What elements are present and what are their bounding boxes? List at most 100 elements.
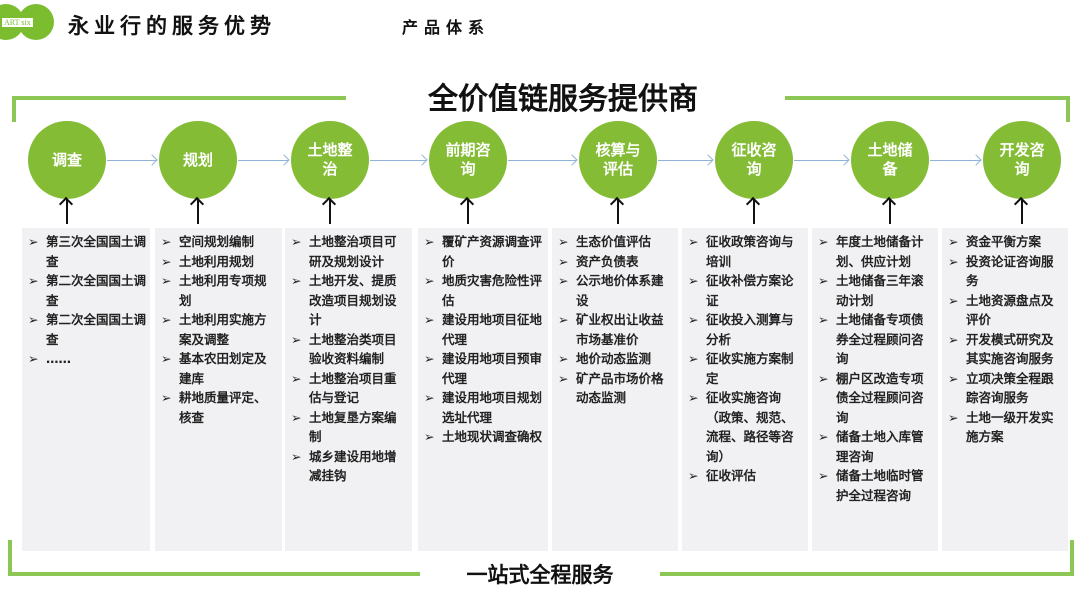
list-item: ➢ 土地资源盘点及评价 [948,291,1064,330]
list-item-text: 开发模式研究及其实施咨询服务 [966,331,1054,367]
bracket-top-right [785,96,1070,100]
flow-arrow-icon [508,160,576,161]
bullet-arrow-icon: ➢ [28,312,39,327]
list-item-text: 土地储备专项债券全过程顾问咨询 [836,312,924,366]
list-item-text: 地价动态监测 [576,351,652,366]
list-item: ➢ 土地储备专项债券全过程顾问咨询 [818,310,934,369]
list-item: ➢ 建设用地项目征地代理 [424,310,544,349]
bullet-arrow-icon: ➢ [28,234,39,249]
bullet-arrow-icon: ➢ [688,468,699,483]
bullet-arrow-icon: ➢ [558,312,569,327]
stage-circle[interactable]: 规划 [159,121,237,199]
list-item: ➢ 空间规划编制 [161,232,278,252]
bullet-arrow-icon: ➢ [424,312,435,327]
stage-circle[interactable]: 核算与评估 [579,121,657,199]
bullet-arrow-icon: ➢ [948,370,959,386]
stage-detail-box: ➢ 年度土地储备计划、供应计划 ➢ 土地储备三年滚动计划 ➢ 土地储备专项债券全过程顾问咨… [812,228,938,551]
stage-circle[interactable]: 前期咨询 [429,121,507,199]
bullet-arrow-icon: ➢ [688,390,699,405]
list-item: ➢ 地质灾害危险性评估 [424,271,544,310]
bullet-arrow-icon: ➢ [424,351,435,366]
list-item-text: 土地复垦方案编制 [309,409,397,445]
list-item: ➢ 耕地质量评定、核查 [161,388,278,427]
list-item-text: 土地整治类项目验收资料编制 [309,331,397,367]
stage-detail-box: ➢ 生态价值评估 ➢ 资产负债表 ➢ 公示地价体系建设 ➢ 矿业权出让收益市场基准价 ➢ 地价动态… [552,228,678,551]
stage-detail-box: ➢ 第三次全国国土调查 ➢ 第二次全国国土调查 ➢ 第二次全国国土调查 ➢ …… [22,228,150,551]
list-item-text: 公示地价体系建设 [576,273,664,308]
bullet-arrow-icon: ➢ [161,390,172,405]
list-item-text: 年度土地储备计划、供应计划 [836,234,924,269]
bracket-bottom-left-v [8,540,12,576]
list-item: ➢ 土地一级开发实施方案 [948,408,1064,447]
list-item-text: 征收投入测算与分析 [706,312,794,347]
list-item: ➢ 土地储备三年滚动计划 [818,271,934,310]
up-arrow-icon [467,200,469,224]
stage-circle[interactable]: 开发咨询 [983,121,1061,199]
list-item: ➢ 土地利用专项规划 [161,271,278,310]
bullet-arrow-icon: ➢ [291,448,302,464]
list-item-text: 土地现状调查确权 [442,429,543,444]
bullet-arrow-icon: ➢ [948,331,959,347]
list-item-text: 耕地质量评定、核查 [179,390,267,425]
list-item: ➢ 年度土地储备计划、供应计划 [818,232,934,271]
bullet-arrow-icon: ➢ [161,234,172,249]
list-item-text: 储备土地临时管护全过程咨询 [836,468,924,503]
list-item-text: 建设用地项目征地代理 [442,312,543,347]
list-item-text: 覆矿产资源调查评价 [442,234,543,269]
stage-label: 前期咨询 [445,141,491,178]
list-item: ➢ 土地复垦方案编制 [291,408,408,447]
up-arrow-icon [66,200,68,224]
logo: ART six [0,4,54,44]
list-item: ➢ 第三次全国国土调查 [28,232,146,271]
bracket-top-left-v [12,96,16,122]
stage-label: 规划 [182,150,213,169]
list-item-text: 土地整治项目可研及规划设计 [309,234,397,269]
list-item-text: 第二次全国国土调查 [46,312,147,347]
bullet-arrow-icon: ➢ [291,234,302,249]
list-item: ➢ 第二次全国国土调查 [28,271,146,310]
bullet-arrow-icon: ➢ [161,273,172,288]
up-arrow-icon [889,200,891,224]
list-item: ➢ 土地整治类项目验收资料编制 [291,330,408,369]
list-item-text: 矿产品市场价格动态监测 [576,370,664,406]
stage-circle[interactable]: 土地储备 [851,121,929,199]
list-item: ➢ 基本农田划定及建库 [161,349,278,388]
list-item-text: 第三次全国国土调查 [46,234,147,269]
bullet-arrow-icon: ➢ [424,390,435,405]
bullet-arrow-icon: ➢ [28,273,39,288]
list-item-text: 土地开发、提质改造项目规划设计 [309,273,397,327]
bullet-arrow-icon: ➢ [161,253,172,269]
bullet-arrow-icon: ➢ [291,273,302,288]
bullet-arrow-icon: ➢ [291,331,302,347]
bullet-arrow-icon: ➢ [424,429,435,444]
list-item: ➢ 开发模式研究及其实施咨询服务 [948,330,1064,369]
list-item-text: 矿业权出让收益市场基准价 [576,312,664,347]
list-item: ➢ 土地现状调查确权 [424,427,544,447]
list-item-text: 投资论证咨询服务 [966,253,1054,289]
list-item-text: 立项决策全程跟踪咨询服务 [966,370,1054,406]
flow-arrow-icon [658,160,712,161]
list-item: ➢ 征收政策咨询与培训 [688,232,804,271]
list-item: ➢ 投资论证咨询服务 [948,252,1064,291]
stage-label: 调查 [51,150,82,169]
list-item: ➢ 棚户区改造专项债全过程顾问咨询 [818,369,934,428]
stage-circle[interactable]: 调查 [28,121,106,199]
logo-text: ART six [2,18,33,27]
bullet-arrow-icon: ➢ [818,429,829,444]
list-item-text: 资产负债表 [576,253,639,269]
list-item: ➢ 土地利用规划 [161,252,278,272]
flow-arrow-icon [370,160,426,161]
bullet-arrow-icon: ➢ [688,351,699,366]
page-title: 永业行的服务优势 [68,14,276,38]
bullet-arrow-icon: ➢ [688,273,699,288]
bullet-arrow-icon: ➢ [424,234,435,249]
bullet-arrow-icon: ➢ [818,273,829,288]
list-item: ➢ 资产负债表 [558,252,674,272]
list-item-text: 土地利用规划 [179,253,255,269]
stage-circle[interactable]: 土地整治 [291,121,369,199]
stage-circle[interactable]: 征收咨询 [715,121,793,199]
list-item-text: 土地一级开发实施方案 [966,409,1054,445]
list-item: ➢ 立项决策全程跟踪咨询服务 [948,369,1064,408]
bullet-arrow-icon: ➢ [291,409,302,425]
list-item: ➢ 生态价值评估 [558,232,674,252]
